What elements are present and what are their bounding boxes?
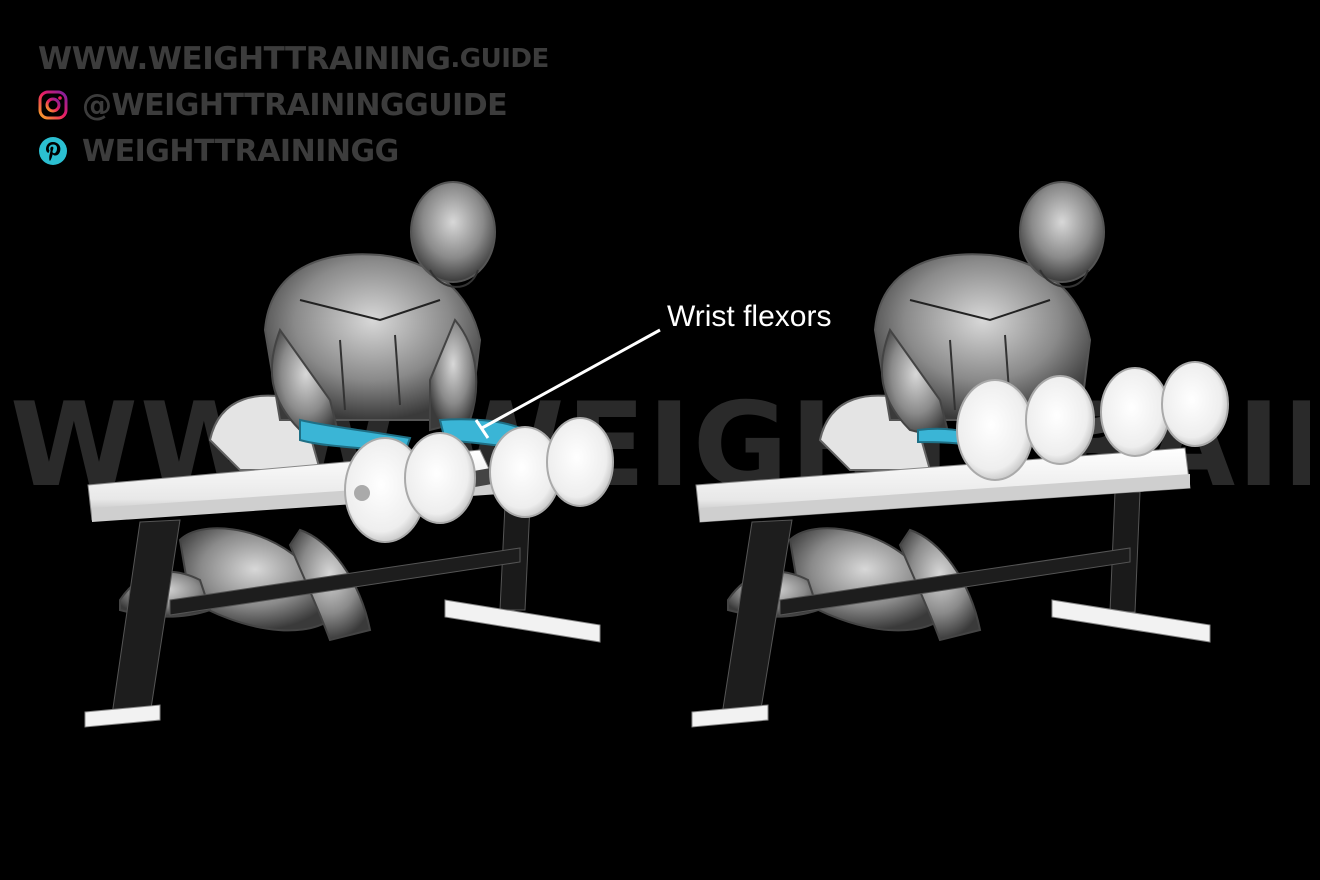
right-figure bbox=[691, 181, 1229, 728]
instagram-icon bbox=[38, 90, 68, 120]
muscle-label: Wrist flexors bbox=[667, 300, 832, 333]
brand-url-tld: .GUIDE bbox=[450, 44, 549, 74]
instagram-handle: @WEIGHTTRAININGGUIDE bbox=[82, 87, 508, 123]
brand-url-main: WWW.WEIGHTTRAINING bbox=[38, 41, 451, 77]
left-figure bbox=[84, 181, 661, 728]
callout-line bbox=[481, 328, 661, 430]
brand-instagram[interactable]: @WEIGHTTRAININGGUIDE bbox=[38, 82, 549, 128]
brand-pinterest[interactable]: WEIGHTTRAININGG bbox=[38, 128, 549, 174]
left-bench bbox=[84, 181, 601, 728]
brand-url[interactable]: WWW.WEIGHTTRAINING .GUIDE bbox=[38, 36, 549, 82]
right-dumbbell bbox=[956, 361, 1229, 481]
left-dumbbell bbox=[344, 417, 614, 543]
brand-block: WWW.WEIGHTTRAINING .GUIDE @WEIGHTTRAINING… bbox=[38, 36, 549, 174]
pinterest-handle: WEIGHTTRAININGG bbox=[82, 133, 399, 169]
pinterest-icon bbox=[39, 137, 67, 165]
right-bench bbox=[691, 181, 1211, 728]
